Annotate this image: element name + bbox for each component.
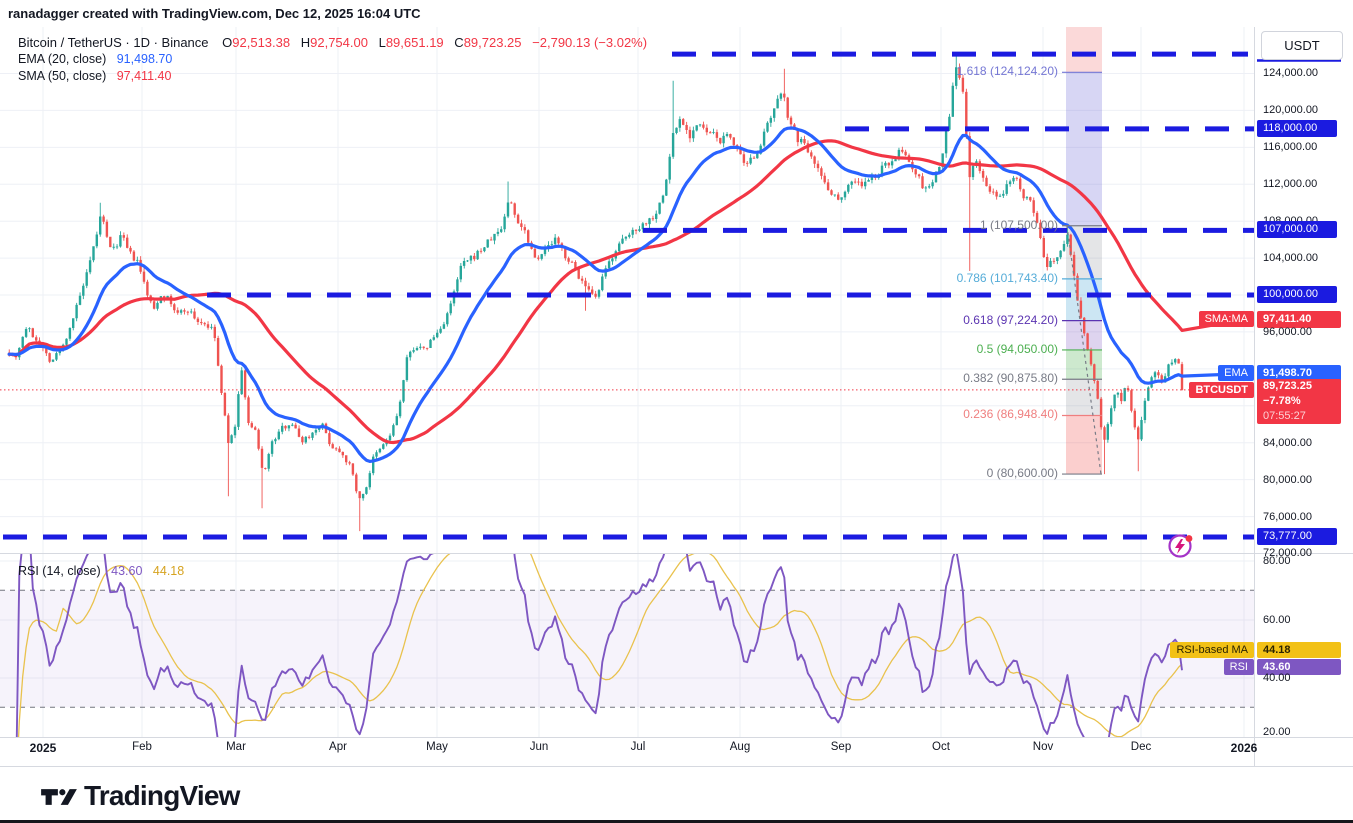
bottom-border-bar [0,820,1353,823]
ema-legend[interactable]: EMA (20, close) 91,498.70 [18,52,179,66]
rsi-axis-value: 43.60 [1257,659,1341,675]
open-label: O [222,35,233,50]
price-tick-label: 96,000.00 [1263,326,1312,338]
price-level-plate: 100,000.00 [1257,286,1337,303]
ema20-line[interactable] [7,126,1250,463]
low-value: 89,651.19 [385,35,444,50]
price-tick-label: 116,000.00 [1263,141,1318,153]
price-tick-label: 72,000.00 [1263,547,1312,559]
fib-level-label: 0.382 (90,875.80) [963,371,1058,386]
close-value: 89,723.25 [463,35,522,50]
time-axis-label: 2025 [29,741,57,755]
sma-axis-tag: SMA:MA [1198,311,1254,327]
fib-level-label: 0 (80,600.00) [986,466,1058,481]
sma-axis-value: 97,411.40 [1257,311,1341,328]
rsi-tick-label: 80.00 [1263,555,1291,567]
rsi-ma-axis-tag: RSI-based MA [1170,642,1254,658]
time-axis-label: Nov [1032,741,1054,753]
time-axis-label: Dec [1130,741,1152,753]
rsi-label: RSI (14, close) [18,564,101,578]
fib-level-label: 0.5 (94,050.00) [976,341,1058,356]
symbol-title: Bitcoin / TetherUS · 1D · Binance [18,35,209,50]
rsi-ma-axis-value: 44.18 [1257,642,1341,658]
ema-label: EMA (20, close) [18,52,107,66]
rsi-axis-tag: RSI [1223,659,1254,675]
rsi-line[interactable] [13,520,1183,795]
time-axis-label: Feb [132,741,152,753]
price-level-plate: 107,000.00 [1257,221,1337,238]
bar-countdown: 07:55:27 [1263,410,1306,422]
time-axis-label: Mar [226,741,246,753]
open-value: 92,513.38 [232,35,291,50]
rsi-tick-label: 40.00 [1263,672,1291,684]
time-axis-label: May [426,741,448,753]
fib-level-lines [1062,71,1102,475]
change-value: −2,790.13 (−3.02%) [532,35,648,50]
ema-value: 91,498.70 [116,52,173,66]
last-price-value: 89,723.25 [1263,380,1312,392]
sma-value: 97,411.40 [116,69,172,83]
price-tick-label: 104,000.00 [1263,252,1319,264]
price-tick-label: 120,000.00 [1263,104,1319,116]
flash-alert-icon[interactable] [1166,531,1194,559]
price-tick-label: 112,000.00 [1263,178,1318,190]
time-axis-label: 2026 [1230,741,1258,755]
time-axis-label: Jul [630,741,646,753]
price-tick-label: 124,000.00 [1263,67,1319,79]
attribution-text: ranadagger created with TradingView.com,… [8,6,421,21]
candlestick-series [7,53,1184,532]
time-axis-label: Sep [830,741,852,753]
high-label: H [300,35,311,50]
fib-level-label: 0.236 (86,948.40) [963,407,1058,422]
low-label: L [378,35,386,50]
rsi-ma-value: 44.18 [152,564,185,578]
rsi-value: 43.60 [111,564,143,578]
currency-toggle-button[interactable]: USDT [1261,31,1343,60]
close-label: C [454,35,464,50]
rsi-tick-label: 20.00 [1263,726,1291,738]
price-tick-label: 80,000.00 [1263,474,1312,486]
price-tick-label: 76,000.00 [1263,511,1312,523]
rsi-tick-label: 60.00 [1263,614,1291,626]
fib-level-label: 1 (107,500.00) [979,217,1058,232]
fib-level-label: 0.786 (101,743.40) [956,270,1058,285]
symbol-legend[interactable]: Bitcoin / TetherUS · 1D · Binance O92,51… [18,35,654,50]
price-level-plate: 118,000.00 [1257,120,1337,137]
fib-level-label: 0.618 (97,224.20) [963,312,1058,327]
tradingview-logo-icon[interactable] [40,779,78,815]
ema-axis-value: 91,498.70 [1257,365,1341,382]
last-price-plate: 89,723.25 −7.78% 07:55:27 [1257,379,1341,424]
sma-label: SMA (50, close) [18,69,107,83]
price-level-plate: 73,777.00 [1257,528,1337,545]
time-axis-label: Jun [529,741,549,753]
rsi-legend[interactable]: RSI (14, close) 43.60 44.18 [18,564,191,578]
high-value: 92,754.00 [310,35,368,50]
time-axis-label: Aug [729,741,751,753]
sma50-line[interactable] [7,139,1250,445]
rsi-ma-line[interactable] [13,527,1183,795]
time-axis-label: Apr [329,741,347,753]
ema-axis-tag: EMA [1218,365,1254,381]
symbol-axis-tag: BTCUSDT [1189,382,1254,398]
price-tick-label: 84,000.00 [1263,437,1312,449]
fib-level-label: 1.618 (124,124.20) [956,64,1058,79]
time-axis-label: Oct [932,741,950,753]
sma-legend[interactable]: SMA (50, close) 97,411.40 [18,69,178,83]
tradingview-logo-text[interactable]: TradingView [84,780,240,811]
rsi-overbought-oversold-band [0,590,1254,708]
last-price-change: −7.78% [1263,395,1301,407]
